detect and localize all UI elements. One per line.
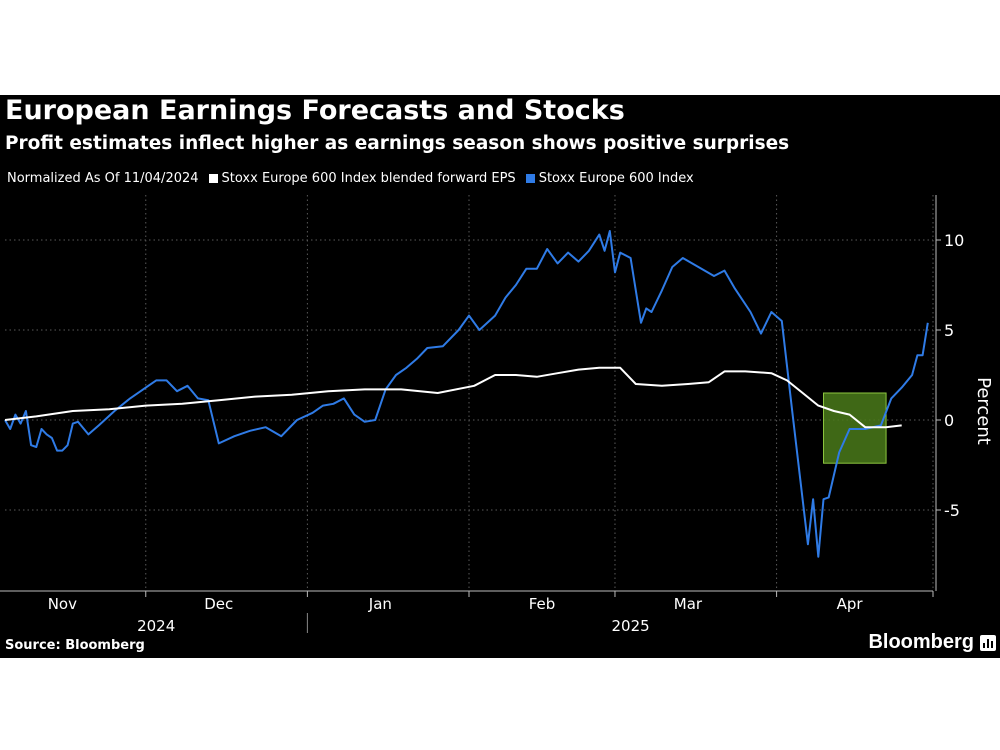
y-tick-label: 5 xyxy=(944,321,954,340)
x-month-label: Nov xyxy=(48,595,77,613)
legend-label-eps: Stoxx Europe 600 Index blended forward E… xyxy=(221,171,516,186)
chart-title: European Earnings Forecasts and Stocks xyxy=(5,95,625,126)
grid-layer xyxy=(5,195,934,591)
chart-frame: European Earnings Forecasts and Stocks P… xyxy=(0,95,1000,658)
legend-normalized-note: Normalized As Of 11/04/2024 xyxy=(7,171,199,186)
source-note: Source: Bloomberg xyxy=(5,638,145,653)
series-line-eps xyxy=(4,366,902,429)
series-line-index xyxy=(4,230,929,558)
x-month-label: Dec xyxy=(204,595,233,613)
x-month-label: Mar xyxy=(674,595,703,613)
legend-item-index: Stoxx Europe 600 Index xyxy=(525,171,694,186)
x-month-label: Feb xyxy=(529,595,556,613)
bloomberg-logo-text: Bloomberg xyxy=(868,631,974,653)
legend-swatch-index xyxy=(525,174,535,183)
x-year-label: 2025 xyxy=(612,617,650,635)
legend-label-index: Stoxx Europe 600 Index xyxy=(538,171,694,186)
y-axis-title: Percent xyxy=(973,377,994,445)
legend-swatch-eps xyxy=(208,174,218,183)
x-month-label: Jan xyxy=(368,595,392,613)
x-month-label: Apr xyxy=(837,595,864,613)
y-tick-label: 0 xyxy=(944,411,954,430)
chart-subtitle: Profit estimates inflect higher as earni… xyxy=(5,133,790,154)
x-year-label: 2024 xyxy=(137,617,175,635)
y-tick-label: 10 xyxy=(944,231,964,250)
chart-plot: 10 5 0 -5 Percent Nov Dec Jan Feb Mar Apr 2024 2025 xyxy=(0,195,994,635)
bloomberg-chart-icon xyxy=(980,635,996,651)
y-tick-label: -5 xyxy=(944,501,960,520)
series-layer xyxy=(4,230,929,558)
legend: Normalized As Of 11/04/2024 Stoxx Europe… xyxy=(7,171,704,186)
axis-layer: 10 5 0 -5 Percent Nov Dec Jan Feb Mar Apr 2024 2025 xyxy=(0,195,994,635)
legend-item-eps: Stoxx Europe 600 Index blended forward E… xyxy=(208,171,516,186)
